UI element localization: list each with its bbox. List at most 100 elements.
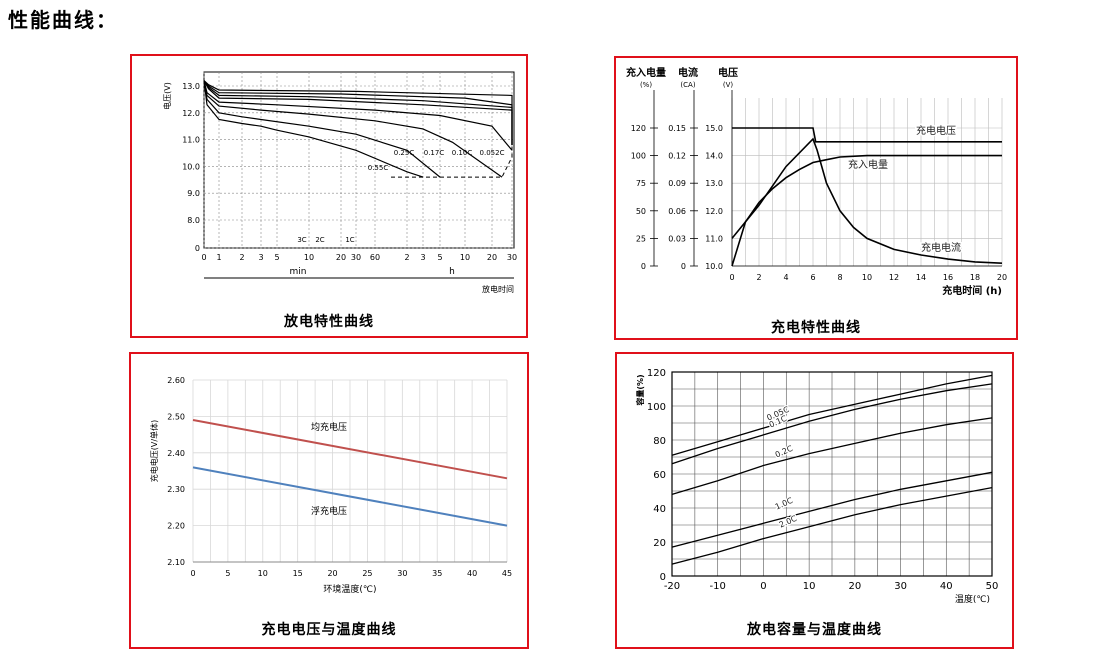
x-tick-label: 2: [239, 253, 244, 262]
x-tick-label: 5: [225, 569, 230, 578]
y-tick-label: 40: [653, 504, 666, 515]
x-tick-label: 10: [803, 581, 816, 592]
series-label: 1.0C: [774, 496, 795, 512]
charge-characteristic-caption: 充电特性曲线: [771, 320, 861, 336]
y-axis-label: 容量(%): [635, 374, 645, 406]
x-tick-label: 16: [943, 273, 953, 282]
x-tick-label: 12: [889, 273, 899, 282]
y-tick-ca: 0: [681, 262, 686, 271]
x-axis-label: 放电时间: [482, 284, 514, 294]
y-tick-label: 80: [653, 436, 666, 447]
axis-title: 充入电量: [626, 66, 666, 79]
y-tick-label: 2.60: [167, 376, 185, 385]
x-axis-label: 充电时间 (h): [942, 284, 1002, 297]
voltage-line: [192, 419, 508, 480]
series-label: 浮充电压: [311, 505, 347, 517]
capacity-line: [671, 471, 993, 548]
x-tick-label: 6: [810, 273, 815, 282]
axis-unit: (CA): [680, 81, 695, 89]
rate-annotation: 0.052C: [480, 149, 505, 157]
x-tick-label: 10: [258, 569, 268, 578]
y-tick-label: 2.30: [167, 485, 185, 494]
y-tick-label: 13.0: [182, 82, 200, 91]
x-group-min: min: [290, 267, 307, 277]
charge-voltage-temperature-chart: 2.10 2.20 2.30 2.40 2.50 2.60 0 5 10 15 20 25 30 35 40…: [149, 376, 512, 595]
x-tick-label: 10: [862, 273, 872, 282]
axis-title: 电压: [718, 66, 738, 79]
x-tick-label: 30: [507, 253, 517, 262]
x-tick-label: 45: [502, 569, 512, 578]
page-heading: 性能曲线：: [8, 8, 118, 32]
x-tick-label: 60: [370, 253, 380, 262]
x-tick-label: 25: [362, 569, 372, 578]
x-tick-label: 20: [848, 581, 861, 592]
y-tick-ca: 0.09: [668, 179, 686, 188]
discharge-line: [203, 80, 513, 145]
x-tick-label: 10: [304, 253, 314, 262]
x-tick-label: 3: [258, 253, 263, 262]
y-tick-ca: 0.03: [668, 234, 686, 243]
x-tick-label: 20: [997, 273, 1007, 282]
x-tick-label: 20: [336, 253, 346, 262]
charge-line: [732, 127, 1002, 143]
discharge-line: [203, 80, 441, 178]
y-tick-pct: 100: [631, 152, 646, 161]
y-tick-v: 13.0: [705, 179, 723, 188]
y-tick-pct: 50: [636, 207, 646, 216]
rate-annotation: 1C: [345, 236, 354, 244]
x-tick-label: 40: [940, 581, 953, 592]
series-label: 充入电量: [848, 158, 888, 171]
x-axis-label: 环境温度(℃): [323, 583, 376, 595]
charge-voltage-temperature-panel: 2.10 2.20 2.30 2.40 2.50 2.60 0 5 10 15 20 25 30 35 40…: [129, 352, 529, 649]
y-tick-label: 2.20: [167, 522, 185, 531]
y-axis-label: 电压(V): [162, 82, 172, 110]
y-tick-pct: 120: [631, 124, 646, 133]
x-tick-label: 0: [760, 581, 766, 592]
y-tick-pct: 25: [636, 234, 646, 243]
axis-unit: (%): [640, 81, 652, 89]
x-tick-label: 30: [397, 569, 407, 578]
capacity-temperature-caption: 放电容量与温度曲线: [747, 622, 882, 638]
rate-annotation: 0.17C: [424, 149, 445, 157]
charge-line: [731, 154, 1002, 267]
axis-title: 电流: [678, 66, 698, 79]
x-tick-label: 35: [432, 569, 442, 578]
y-tick-label: 20: [653, 538, 666, 549]
y-tick-pct: 75: [636, 179, 646, 188]
y-tick-label: 60: [653, 470, 666, 481]
capacity-temperature-chart: 0 20 40 60 80 100 120 -20 -10 0 10 20 30 40 50 容量(%) 温度(…: [635, 368, 999, 605]
capacity-line: [671, 374, 993, 456]
x-tick-label: 18: [970, 273, 980, 282]
y-tick-ca: 0.06: [668, 207, 686, 216]
y-tick-ca: 0.12: [668, 152, 686, 161]
y-tick-label: 0: [195, 244, 200, 253]
plot-frame: [671, 371, 993, 577]
x-tick-label: -20: [664, 581, 680, 592]
y-tick-v: 15.0: [705, 124, 723, 133]
capacity-temperature-panel: 0 20 40 60 80 100 120 -20 -10 0 10 20 30 40 50 容量(%) 温度(…: [615, 352, 1014, 649]
y-tick-label: 120: [647, 368, 666, 379]
y-axis-label: 充电电压(V/单体): [149, 420, 159, 482]
x-tick-label: 4: [783, 273, 788, 282]
y-tick-label: 9.0: [187, 189, 200, 198]
x-tick-label: 40: [467, 569, 477, 578]
x-tick-label: 1: [216, 253, 221, 262]
discharge-line: [203, 80, 513, 151]
series-label: 充电电压: [916, 124, 956, 137]
discharge-characteristic-chart: 0 8.0 9.0 10.0 11.0 12.0 13.0 0 1 2 3 5 10 20 30 60 2 3 5 1…: [162, 71, 517, 294]
capacity-line: [671, 383, 993, 465]
x-tick-label: 5: [274, 253, 279, 262]
y-tick-label: 2.50: [167, 412, 185, 421]
x-axis-label: 温度(℃): [955, 593, 990, 605]
axis-unit: (V): [723, 81, 734, 89]
rate-annotation: 2C: [315, 236, 324, 244]
charge-voltage-temperature-caption: 充电电压与温度曲线: [261, 622, 397, 638]
series-label: 均充电压: [311, 421, 347, 433]
x-tick-label: 50: [986, 581, 999, 592]
y-tick-label: 11.0: [182, 136, 200, 145]
series-label: 充电电流: [921, 241, 961, 254]
x-group-h: h: [449, 267, 455, 277]
x-tick-label: 10: [460, 253, 470, 262]
x-tick-label: 30: [894, 581, 907, 592]
